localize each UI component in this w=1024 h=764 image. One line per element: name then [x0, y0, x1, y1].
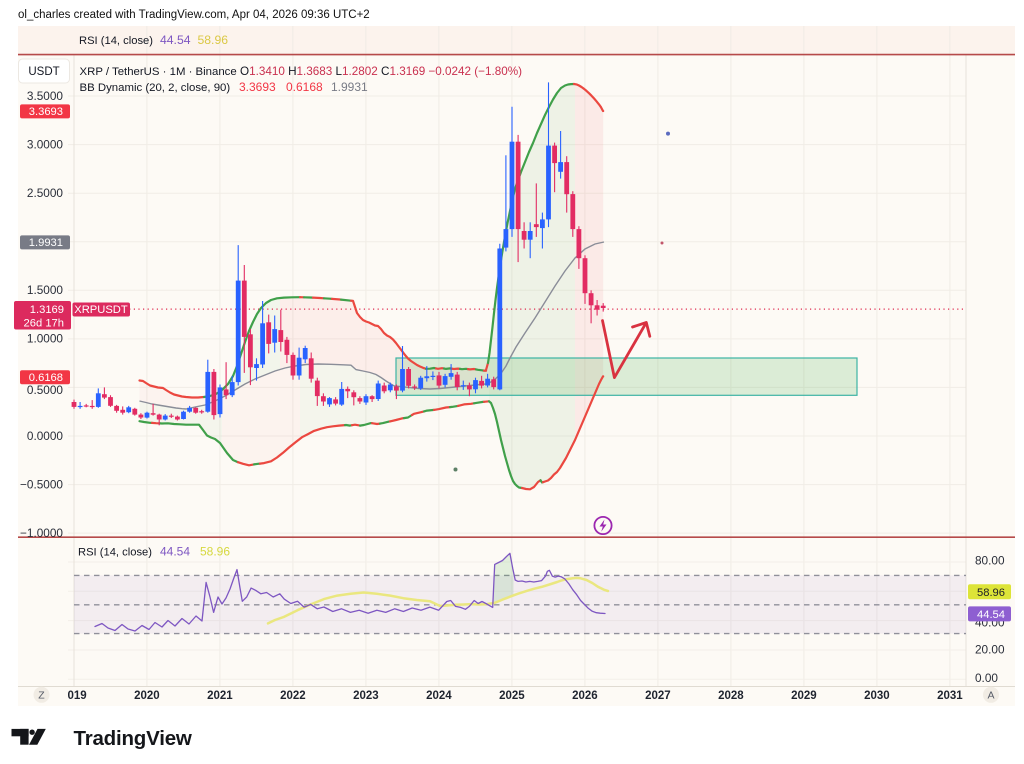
svg-text:RSI (14, close): RSI (14, close) — [79, 35, 153, 47]
svg-text:2022: 2022 — [280, 690, 306, 702]
svg-text:0.6168: 0.6168 — [29, 372, 63, 384]
svg-text:58.96: 58.96 — [977, 587, 1005, 599]
svg-text:1.5000: 1.5000 — [27, 283, 64, 297]
svg-text:3.3693: 3.3693 — [29, 106, 63, 118]
svg-text:2024: 2024 — [426, 690, 452, 702]
svg-text:2021: 2021 — [207, 690, 233, 702]
svg-text:80.00: 80.00 — [975, 553, 1005, 567]
svg-text:3.5000: 3.5000 — [27, 89, 64, 103]
svg-text:A: A — [987, 690, 994, 702]
svg-text:0.00: 0.00 — [975, 671, 998, 685]
svg-text:Z: Z — [38, 690, 45, 702]
svg-text:USDT: USDT — [28, 66, 59, 78]
svg-text:44.54: 44.54 — [977, 609, 1005, 621]
svg-text:XRP / TetherUS · 1M · Binance: XRP / TetherUS · 1M · Binance — [80, 66, 237, 78]
svg-text:1.3169: 1.3169 — [30, 304, 64, 316]
svg-text:−1.0000: −1.0000 — [20, 526, 63, 540]
svg-text:ol_charles created with Tradin: ol_charles created with TradingView.com,… — [18, 9, 370, 21]
svg-text:20.00: 20.00 — [975, 642, 1005, 656]
svg-text:2027: 2027 — [645, 690, 671, 702]
svg-text:0.6168: 0.6168 — [286, 80, 323, 94]
svg-text:1.9931: 1.9931 — [29, 237, 63, 249]
svg-text:2020: 2020 — [134, 690, 160, 702]
svg-text:2025: 2025 — [499, 690, 525, 702]
svg-text:0.5000: 0.5000 — [27, 383, 64, 397]
svg-text:0.0000: 0.0000 — [27, 429, 64, 443]
svg-text:3.0000: 3.0000 — [27, 137, 64, 151]
svg-text:2026: 2026 — [572, 690, 598, 702]
svg-text:2029: 2029 — [791, 690, 817, 702]
svg-text:58.96: 58.96 — [200, 545, 230, 559]
svg-text:TradingView: TradingView — [74, 727, 192, 750]
svg-text:1.9931: 1.9931 — [331, 80, 368, 94]
svg-text:O1.3410 H1.3683 L1.2802 C1.: O1.3410 H1.3683 L1.2802 C1.3169 −0.0242 … — [240, 65, 522, 78]
svg-text:2023: 2023 — [353, 690, 379, 702]
svg-text:44.54: 44.54 — [160, 545, 190, 559]
svg-text:2028: 2028 — [718, 690, 744, 702]
svg-text:BB Dynamic (20, 2, close, 90): BB Dynamic (20, 2, close, 90) — [80, 82, 231, 94]
svg-text:26d 17h: 26d 17h — [24, 318, 64, 330]
svg-text:XRPUSDT: XRPUSDT — [74, 304, 128, 316]
svg-text:2.5000: 2.5000 — [27, 186, 64, 200]
svg-text:3.3693: 3.3693 — [239, 80, 276, 94]
svg-text:2019: 2019 — [61, 690, 87, 702]
svg-text:2031: 2031 — [937, 690, 963, 702]
svg-text:58.96: 58.96 — [198, 33, 229, 47]
svg-text:44.54: 44.54 — [160, 33, 191, 47]
svg-text:2030: 2030 — [864, 690, 890, 702]
svg-text:1.0000: 1.0000 — [27, 332, 64, 346]
svg-text:RSI (14, close): RSI (14, close) — [78, 547, 152, 559]
svg-text:−0.5000: −0.5000 — [20, 477, 63, 491]
